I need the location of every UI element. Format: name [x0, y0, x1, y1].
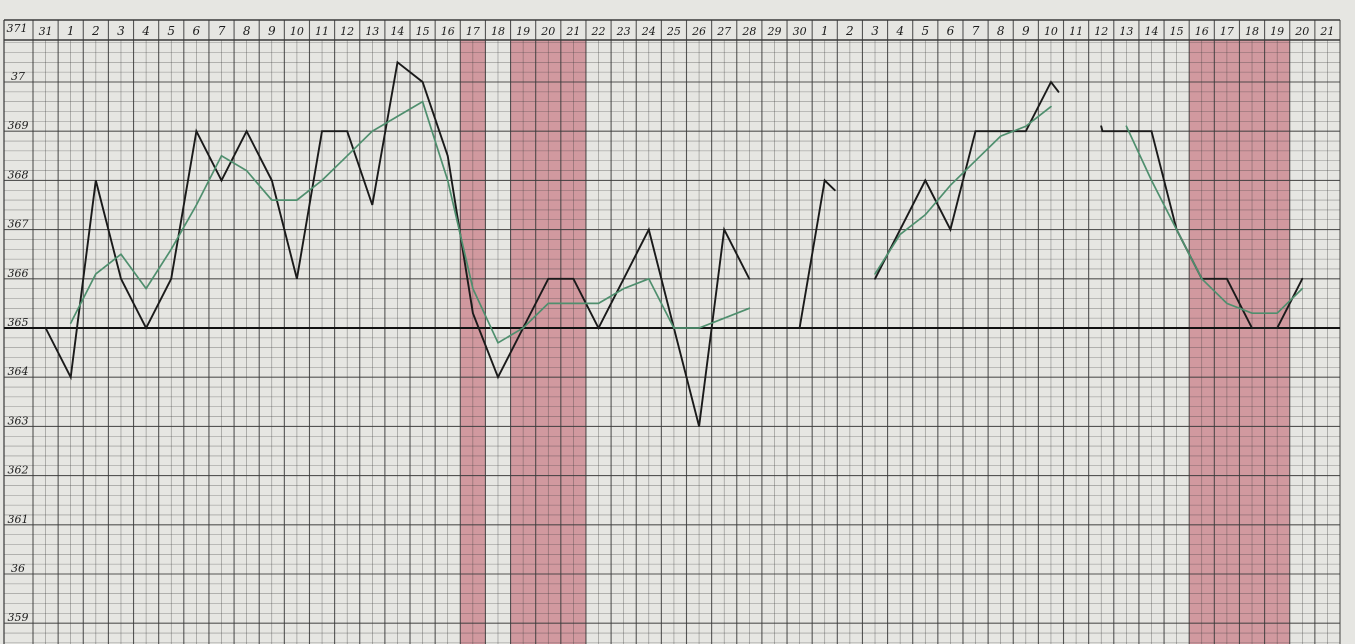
x-tick-label: 31	[39, 25, 53, 38]
average-line-segment-3	[1125, 125, 1304, 315]
temperature-line-segment-3	[874, 80, 1060, 280]
temperature-line-segment-1	[44, 60, 751, 427]
y-tick-label: 365	[8, 316, 29, 329]
day-header: 371 31 1 2 3 4 5 6 7 8 9 10 11 12 13 14 15 16 17 18 19 20 21 2…	[7, 22, 1335, 38]
x-tick-label: 10	[1044, 25, 1058, 38]
x-tick-label: 8	[243, 24, 251, 38]
y-tick-label: 359	[8, 611, 29, 624]
x-tick-label: 9	[1022, 24, 1030, 38]
corner-label: 371	[7, 22, 28, 35]
x-tick-label: 8	[997, 24, 1005, 38]
x-tick-label: 19	[1270, 25, 1284, 38]
x-tick-label: 13	[365, 25, 379, 38]
x-tick-label: 17	[466, 25, 480, 38]
x-tick-label: 9	[268, 24, 276, 38]
x-tick-label: 19	[516, 25, 530, 38]
x-tick-label: 12	[340, 25, 354, 38]
x-tick-label: 6	[947, 24, 955, 38]
y-tick-label: 367	[8, 218, 29, 231]
x-tick-label: 5	[921, 24, 929, 38]
x-tick-label: 28	[741, 25, 756, 38]
x-tick-label: 26	[691, 25, 706, 38]
chart-grid	[3, 19, 1341, 644]
average-line-segment-2	[874, 105, 1052, 275]
y-tick-label: 364	[8, 365, 29, 378]
x-tick-label: 21	[565, 25, 580, 38]
x-tick-label: 4	[895, 24, 904, 38]
x-tick-label: 18	[491, 25, 505, 38]
x-tick-label: 1	[821, 24, 829, 38]
x-tick-label: 25	[666, 25, 681, 38]
x-tick-label: 20	[540, 25, 555, 38]
x-tick-label: 10	[290, 25, 304, 38]
x-tick-label: 23	[616, 25, 631, 38]
y-tick-label: 366	[8, 267, 29, 280]
x-tick-label: 30	[793, 25, 807, 38]
x-tick-label: 4	[141, 24, 150, 38]
data-lines	[44, 60, 1304, 427]
x-tick-label: 21	[1319, 25, 1334, 38]
y-tick-label: 368	[8, 168, 29, 181]
x-tick-label: 15	[416, 25, 430, 38]
x-tick-label: 2	[845, 24, 854, 38]
y-tick-label: 361	[8, 513, 29, 526]
x-tick-label: 20	[1294, 25, 1309, 38]
x-tick-label: 16	[441, 25, 455, 38]
x-tick-label: 29	[766, 25, 781, 38]
x-tick-label: 6	[193, 24, 201, 38]
x-tick-label: 3	[117, 24, 125, 38]
x-tick-label: 27	[716, 25, 731, 38]
x-tick-label: 12	[1094, 25, 1108, 38]
temperature-line-segment-2	[798, 178, 836, 329]
y-tick-label: 362	[8, 464, 29, 477]
x-tick-label: 14	[390, 25, 404, 38]
x-tick-label: 15	[1170, 25, 1184, 38]
x-tick-label: 7	[972, 24, 980, 38]
x-tick-label: 13	[1119, 25, 1133, 38]
y-tick-label: 36	[11, 562, 25, 575]
x-tick-label: 14	[1144, 25, 1158, 38]
x-tick-label: 22	[591, 25, 606, 38]
y-tick-label: 369	[8, 119, 29, 132]
x-tick-label: 3	[871, 24, 879, 38]
x-tick-label: 11	[315, 25, 329, 38]
x-tick-label: 1	[67, 24, 75, 38]
y-tick-label: 363	[8, 414, 29, 427]
x-tick-label: 17	[1220, 25, 1234, 38]
x-tick-label: 11	[1069, 25, 1083, 38]
x-tick-label: 16	[1195, 25, 1209, 38]
average-line-segment-1	[69, 100, 751, 345]
x-tick-label: 7	[218, 24, 226, 38]
x-tick-label: 2	[91, 24, 100, 38]
x-tick-label: 5	[167, 24, 175, 38]
x-tick-label: 24	[641, 25, 656, 38]
x-tick-label: 18	[1245, 25, 1259, 38]
y-tick-label: 37	[11, 70, 25, 83]
y-axis-labels: 37 369 368 367 366 365 364 363 362 361 36 359	[8, 70, 29, 624]
